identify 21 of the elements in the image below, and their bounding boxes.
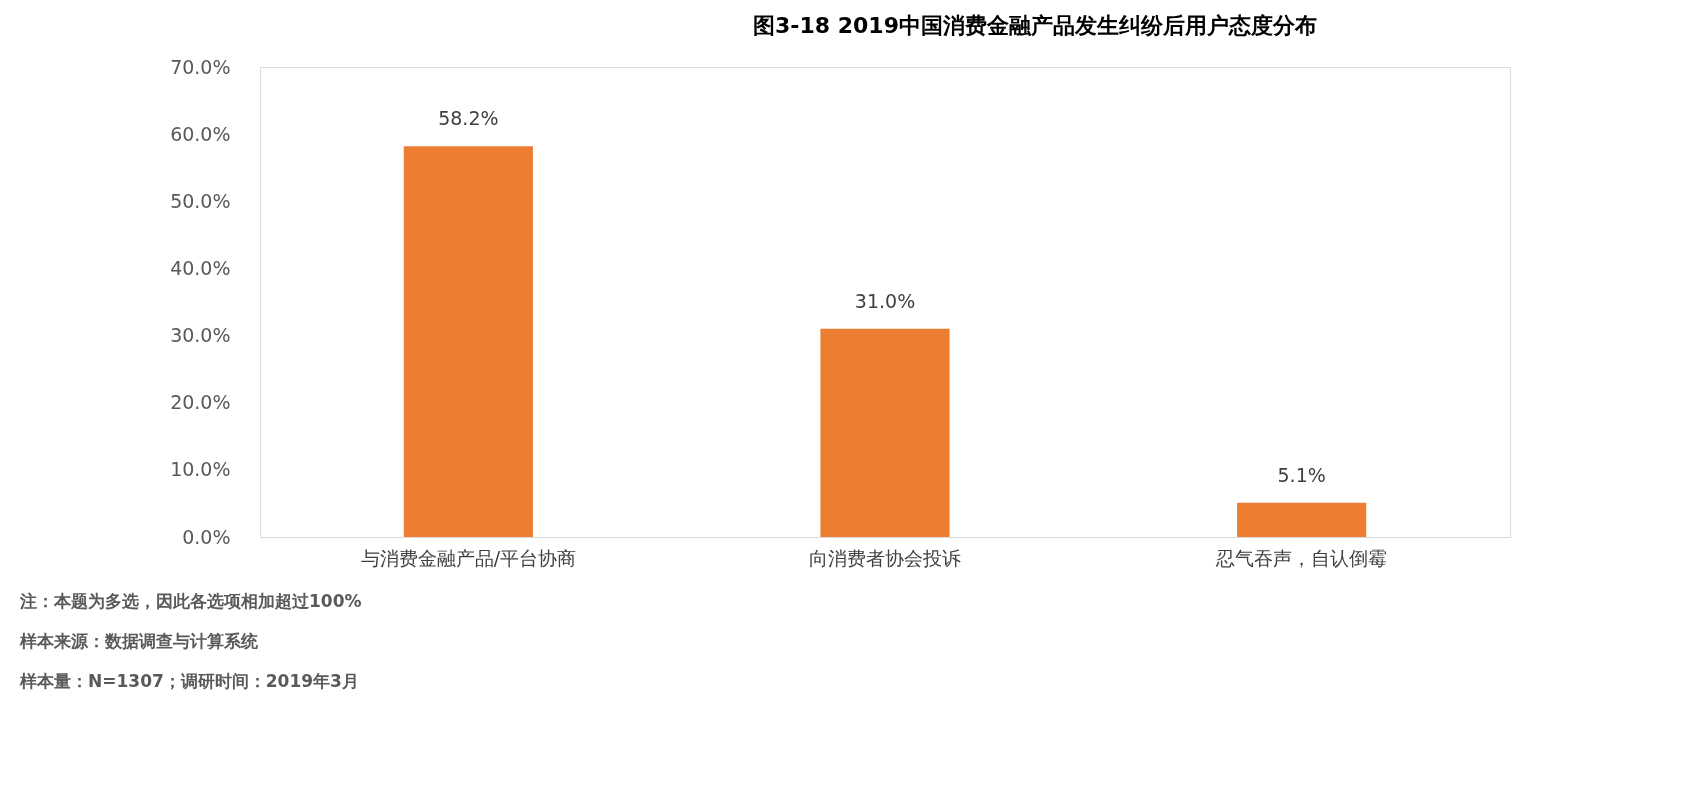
y-tick-label: 60.0% — [170, 122, 231, 145]
y-tick-label: 30.0% — [170, 324, 231, 347]
text: 注：本题为多选，因此各选项相加超过100% — [19, 591, 362, 611]
y-tick-label: 70.0% — [170, 55, 231, 78]
bar — [820, 328, 950, 537]
bar — [1237, 502, 1367, 537]
y-tick-label: 40.0% — [170, 256, 231, 279]
chart-title: 图3-18 2019中国消费金融产品发生纠纷后用户态度分布 — [753, 13, 1317, 38]
bar — [403, 146, 533, 537]
x-tick-label: 向消费者协会投诉 — [809, 546, 961, 569]
text: 样本来源：数据调查与计算系统 — [19, 631, 259, 651]
y-tick-label: 50.0% — [170, 189, 231, 212]
data-label: 5.1% — [1277, 463, 1326, 486]
y-tick-label: 10.0% — [170, 458, 231, 481]
text: 样本量：N=1307；调研时间：2019年3月 — [19, 671, 359, 691]
y-tick-label: 0.0% — [182, 525, 231, 548]
x-tick-label: 忍气吞声，自认倒霉 — [1215, 546, 1388, 569]
x-tick-label: 与消费金融产品/平台协商 — [360, 546, 577, 569]
data-label: 31.0% — [854, 289, 916, 312]
data-label: 58.2% — [438, 107, 499, 130]
y-tick-label: 20.0% — [170, 391, 231, 414]
